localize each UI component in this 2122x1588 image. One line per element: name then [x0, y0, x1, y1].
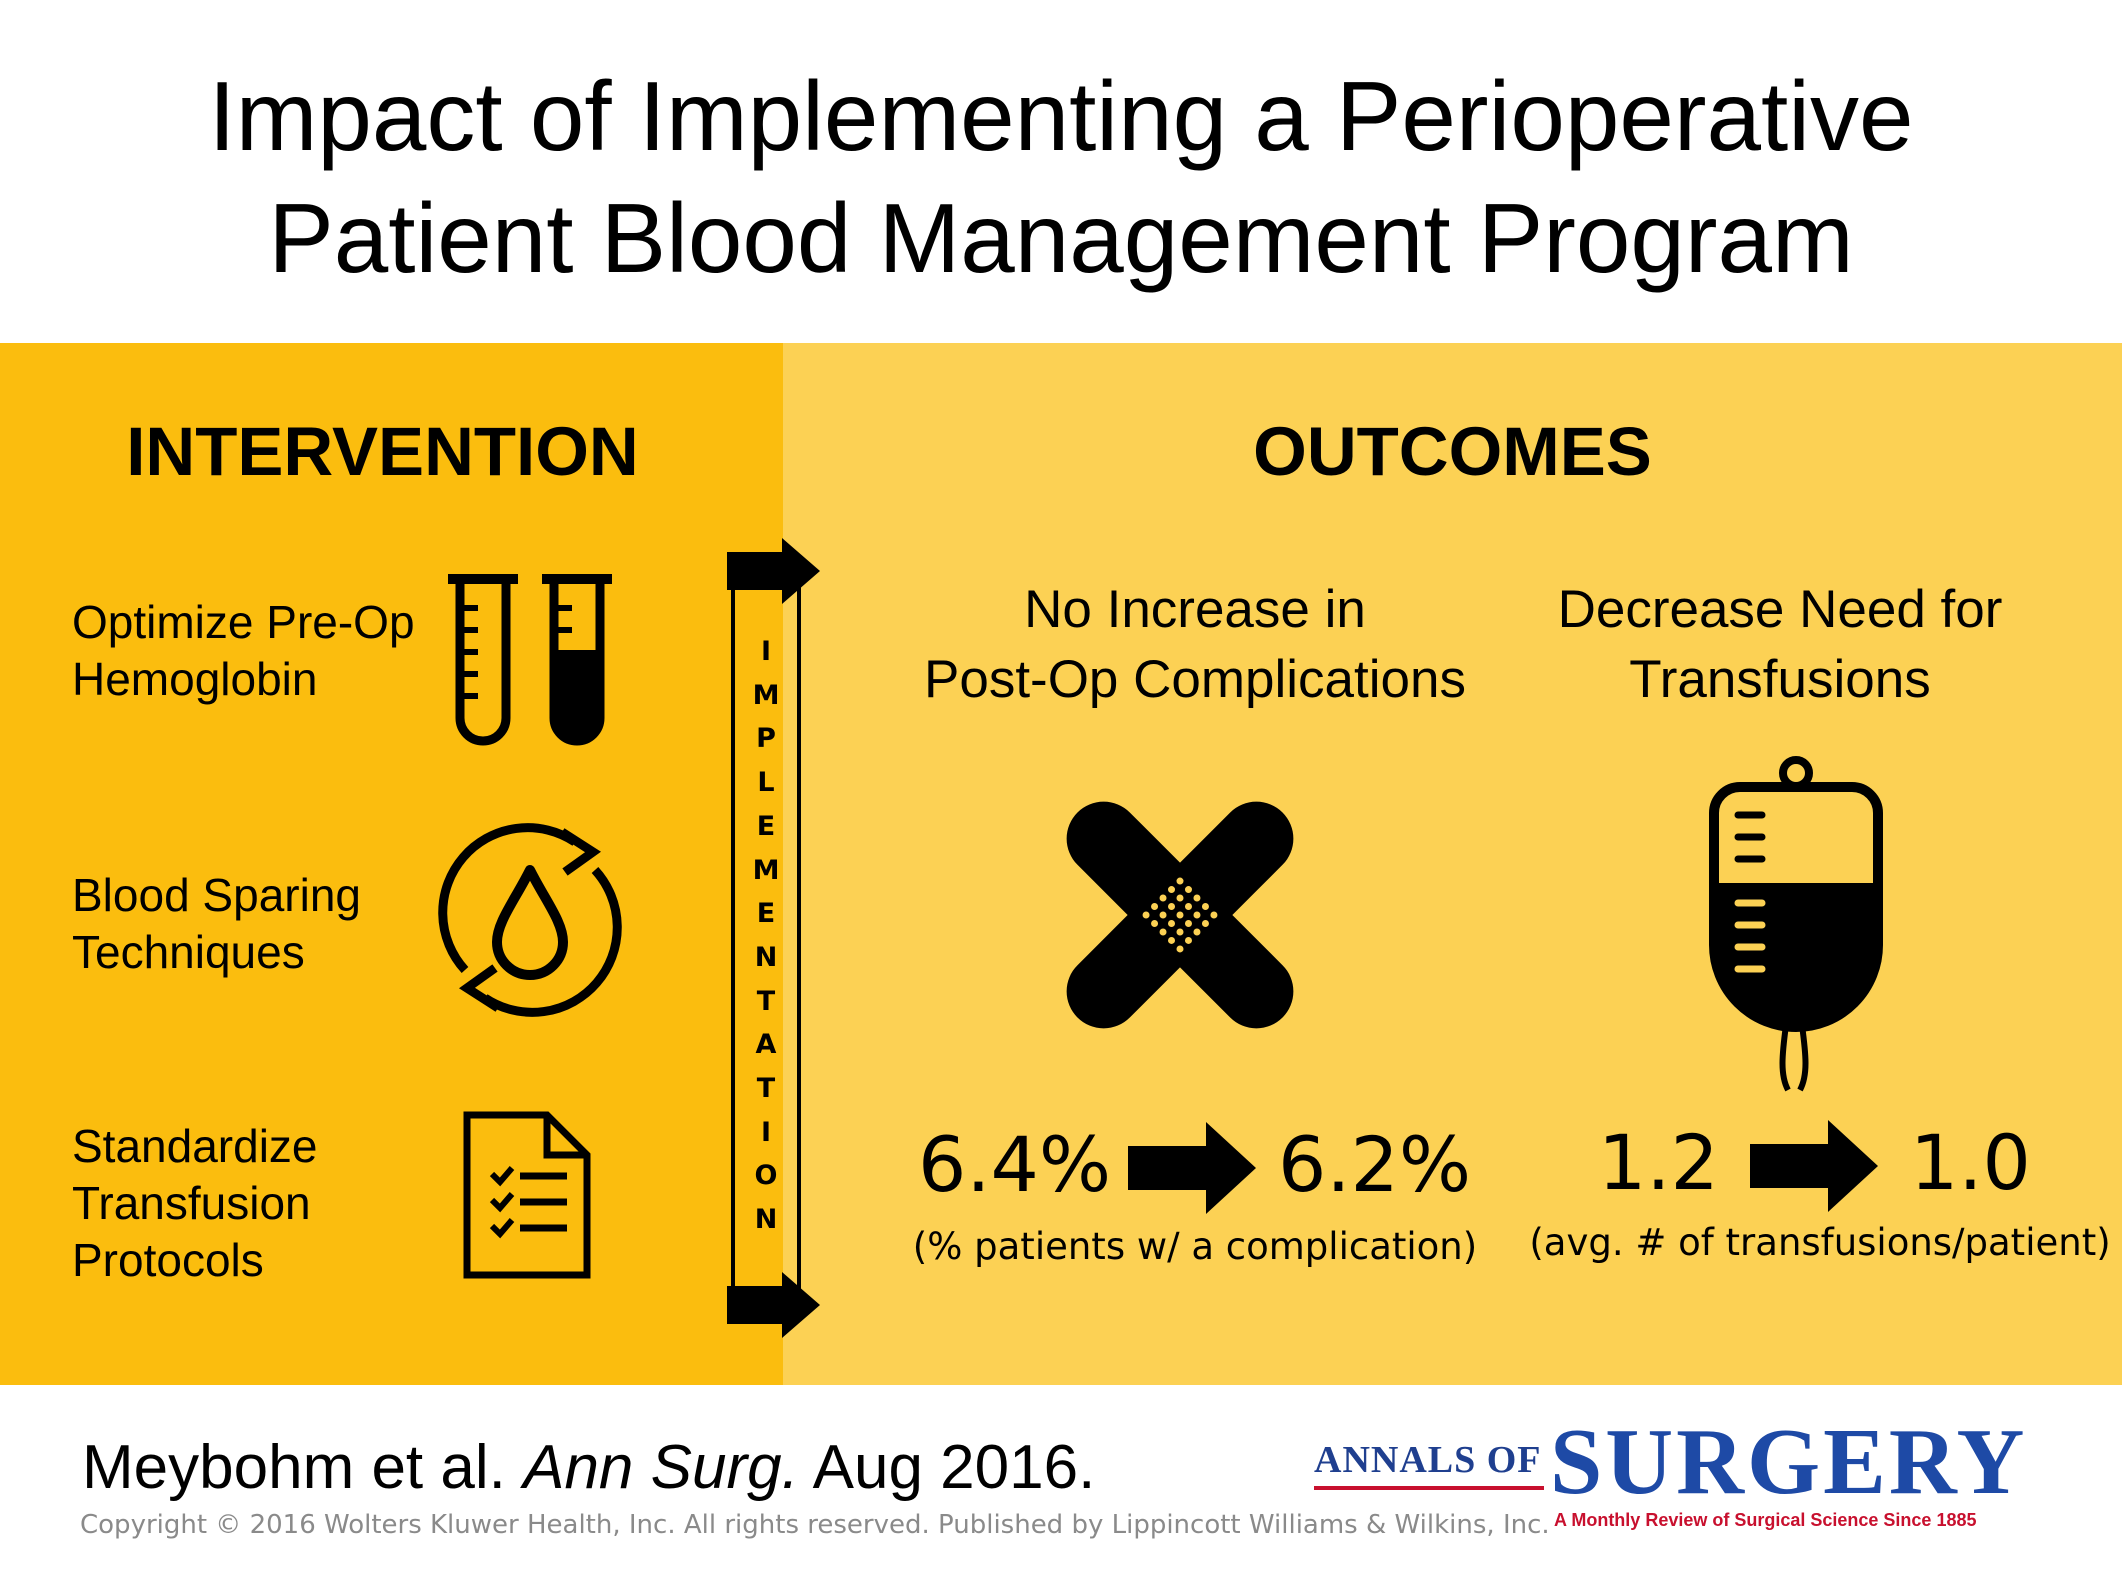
- logo-tagline: A Monthly Review of Surgical Science Sin…: [1554, 1510, 1977, 1530]
- citation: Meybohm et al. Ann Surg. Aug 2016.: [82, 1430, 1095, 1505]
- page-title: Impact of Implementing a Perioperative P…: [0, 55, 2122, 299]
- arrow-right-icon: [727, 538, 820, 604]
- citation-date: Aug 2016.: [812, 1433, 1096, 1502]
- intervention-item-protocols: Standardize Transfusion Protocols: [72, 1118, 318, 1289]
- intervention-panel: [0, 343, 783, 1385]
- logo-wordmark: SURGERY: [1550, 1410, 2028, 1514]
- complications-heading-line: No Increase in: [1024, 580, 1366, 639]
- implementation-letter: L: [757, 767, 775, 799]
- blood-drop-cycle-icon: [438, 823, 622, 1017]
- intervention-item-blood-sparing: Blood Sparing Techniques: [72, 867, 361, 981]
- complications-before-value: 6.4%: [918, 1120, 1112, 1209]
- implementation-letter: E: [756, 810, 776, 842]
- complications-heading-line: Post-Op Complications: [924, 650, 1466, 709]
- implementation-letter: M: [752, 679, 780, 711]
- complications-note: (% patients w/ a complication): [912, 1225, 1478, 1268]
- transfusions-heading-line: Decrease Need for: [1557, 580, 2003, 639]
- intervention-heading: INTERVENTION: [126, 413, 639, 490]
- arrow-right-icon: [1750, 1120, 1878, 1212]
- intervention-item-label: Techniques: [72, 926, 305, 978]
- arrow-right-icon: [727, 1272, 820, 1338]
- intervention-item-label: Protocols: [72, 1234, 264, 1286]
- implementation-letter: M: [752, 854, 780, 886]
- citation-journal: Ann Surg.: [523, 1433, 799, 1502]
- crossed-bandage-icon: [1066, 801, 1294, 1029]
- implementation-letter: N: [754, 1204, 778, 1236]
- transfusions-after-value: 1.0: [1910, 1118, 2031, 1207]
- transfusions-heading: Decrease Need for Transfusions: [1510, 575, 2050, 715]
- transfusions-heading-line: Transfusions: [1629, 650, 1931, 709]
- implementation-letter: I: [760, 1116, 772, 1148]
- intervention-item-label: Hemoglobin: [72, 653, 318, 705]
- implementation-letter: P: [756, 723, 776, 755]
- complications-after-value: 6.2%: [1278, 1120, 1472, 1209]
- implementation-letter: T: [756, 1073, 776, 1105]
- logo-rule: [1314, 1486, 1544, 1490]
- implementation-label: I M P L E M E N T A T I O N: [731, 630, 801, 1242]
- intervention-item-label: Transfusion: [72, 1177, 311, 1229]
- title-line-1: Impact of Implementing a Perioperative: [208, 61, 1914, 171]
- implementation-letter: T: [756, 985, 776, 1017]
- intervention-item-label: Blood Sparing: [72, 869, 361, 921]
- implementation-letter: E: [756, 898, 776, 930]
- blood-bag-icon: [1709, 756, 1883, 1092]
- transfusions-note: (avg. # of transfusions/patient): [1529, 1221, 2111, 1264]
- intervention-item-label: Standardize: [72, 1120, 318, 1172]
- checklist-document-icon: [463, 1111, 591, 1279]
- implementation-letter: A: [755, 1029, 777, 1061]
- citation-authors: Meybohm et al.: [82, 1433, 506, 1502]
- title-line-2: Patient Blood Management Program: [268, 183, 1854, 293]
- intervention-item-label: Optimize Pre-Op: [72, 596, 415, 648]
- journal-logo: ANNALS OF SURGERY A Monthly Review of Su…: [1314, 1412, 2064, 1540]
- implementation-letter: N: [754, 941, 778, 973]
- copyright-notice: Copyright © 2016 Wolters Kluwer Health, …: [80, 1510, 1550, 1540]
- implementation-letter: I: [760, 636, 772, 667]
- outcomes-panel: [783, 343, 2122, 1385]
- logo-prefix: ANNALS OF: [1314, 1439, 1542, 1481]
- test-tubes-icon: [448, 574, 612, 746]
- arrow-right-icon: [1128, 1122, 1256, 1214]
- outcomes-heading: OUTCOMES: [1253, 413, 1652, 490]
- transfusions-before-value: 1.2: [1598, 1118, 1719, 1207]
- complications-heading: No Increase in Post-Op Complications: [850, 575, 1540, 715]
- intervention-item-hemoglobin: Optimize Pre-Op Hemoglobin: [72, 594, 415, 708]
- implementation-bar: [731, 578, 801, 1308]
- implementation-letter: O: [754, 1160, 778, 1192]
